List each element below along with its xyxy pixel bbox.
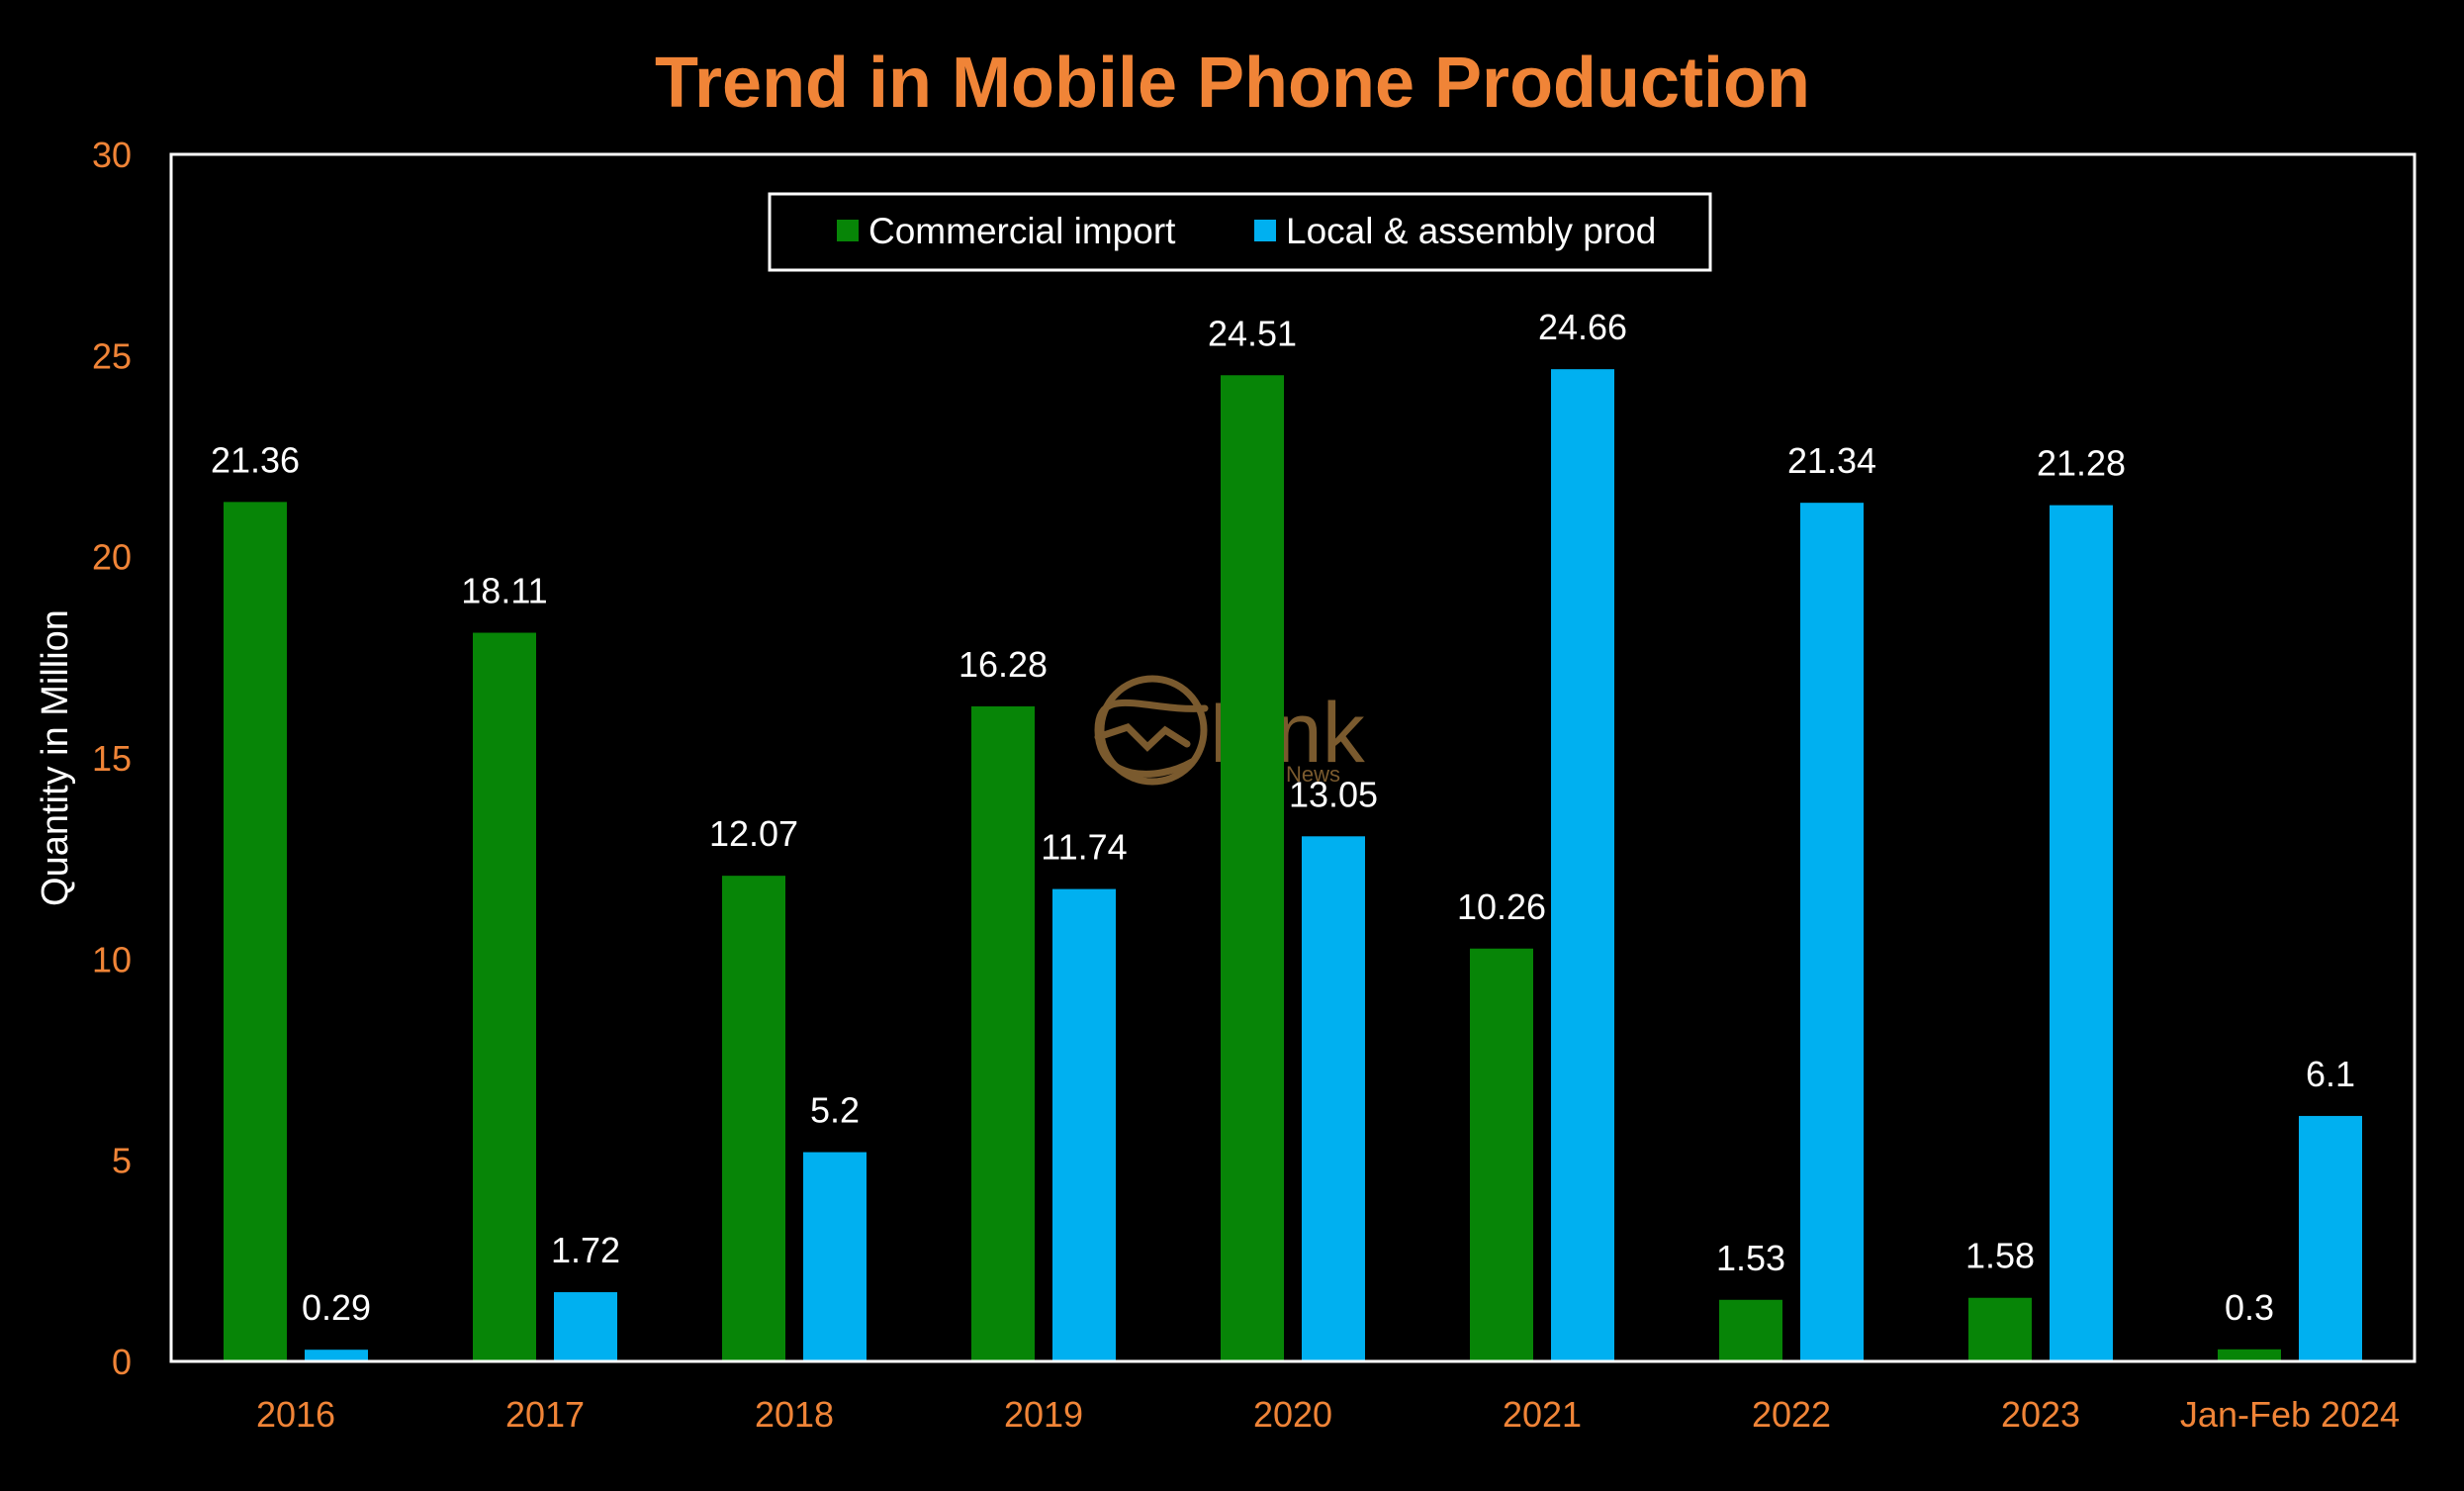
data-label-local-assembly-prod-2022: 21.34 xyxy=(1787,440,1876,481)
data-label-commercial-import-2020: 24.51 xyxy=(1208,313,1297,353)
bar-local-assembly-prod-2019 xyxy=(1052,888,1116,1361)
data-label-commercial-import-2021: 10.26 xyxy=(1457,886,1546,927)
bar-local-assembly-prod-2017 xyxy=(554,1292,617,1361)
bar-local-assembly-prod-2016 xyxy=(305,1350,368,1361)
data-label-local-assembly-prod-2016: 0.29 xyxy=(302,1287,371,1328)
watermark-ring xyxy=(1097,675,1208,786)
watermark-subtext: News xyxy=(1286,762,1340,787)
y-axis-title: Quantity in Million xyxy=(35,609,76,906)
bar-commercial-import-2023 xyxy=(1968,1297,2032,1361)
plot-frame xyxy=(169,152,2417,1363)
data-label-local-assembly-prod-jan-feb-2024: 6.1 xyxy=(2306,1054,2355,1094)
legend-box xyxy=(768,192,1712,272)
data-label-commercial-import-2022: 1.53 xyxy=(1716,1238,1785,1278)
bar-commercial-import-2020 xyxy=(1221,375,1284,1361)
bar-local-assembly-prod-2018 xyxy=(803,1152,867,1361)
bar-commercial-import-2018 xyxy=(722,876,785,1361)
y-tick-label-30: 30 xyxy=(92,135,132,175)
chart-legend: Commercial import Local & assembly prod xyxy=(768,192,1712,272)
data-label-local-assembly-prod-2019: 11.74 xyxy=(1041,827,1127,868)
x-tick-label-2019: 2019 xyxy=(1004,1394,1083,1435)
x-tick-label-2020: 2020 xyxy=(1253,1394,1332,1435)
legend-swatch-commercial-import xyxy=(837,220,859,241)
bar-series-group xyxy=(224,369,2362,1361)
data-label-commercial-import-jan-feb-2024: 0.3 xyxy=(2225,1287,2274,1328)
data-label-local-assembly-prod-2021: 24.66 xyxy=(1538,307,1627,347)
bar-commercial-import-jan-feb-2024 xyxy=(2218,1349,2281,1361)
bar-commercial-import-2016 xyxy=(224,502,287,1361)
bar-local-assembly-prod-2021 xyxy=(1551,369,1614,1361)
bar-local-assembly-prod-jan-feb-2024 xyxy=(2299,1115,2362,1361)
y-tick-label-5: 5 xyxy=(112,1141,132,1181)
data-label-commercial-import-2017: 18.11 xyxy=(461,571,547,611)
x-tick-label-2022: 2022 xyxy=(1752,1394,1831,1435)
legend-label-local-assembly: Local & assembly prod xyxy=(1286,211,1656,251)
y-tick-label-25: 25 xyxy=(92,335,132,376)
data-label-local-assembly-prod-2017: 1.72 xyxy=(551,1230,620,1270)
bar-local-assembly-prod-2023 xyxy=(2050,505,2113,1361)
y-tick-label-15: 15 xyxy=(92,738,132,779)
data-label-local-assembly-prod-2020: 13.05 xyxy=(1289,774,1378,814)
y-tick-label-20: 20 xyxy=(92,537,132,578)
bar-commercial-import-2017 xyxy=(473,632,536,1361)
bar-commercial-import-2021 xyxy=(1470,948,1533,1361)
x-tick-label-jan-feb-2024: Jan-Feb 2024 xyxy=(2180,1394,2400,1435)
data-label-commercial-import-2023: 1.58 xyxy=(1965,1236,2035,1276)
bar-local-assembly-prod-2022 xyxy=(1800,503,1864,1361)
data-label-commercial-import-2019: 16.28 xyxy=(958,644,1048,685)
chart-title: Trend in Mobile Phone Production xyxy=(655,44,1810,123)
x-tick-label-2023: 2023 xyxy=(2001,1394,2080,1435)
x-tick-label-2021: 2021 xyxy=(1503,1394,1582,1435)
bar-commercial-import-2022 xyxy=(1719,1299,1782,1361)
legend-swatch-local-assembly xyxy=(1254,220,1276,241)
data-label-local-assembly-prod-2018: 5.2 xyxy=(810,1090,860,1131)
x-axis-ticks: 2016 2017 2018 2019 2020 2021 2022 2023 Jan-Feb … xyxy=(256,1394,2400,1435)
y-axis-ticks: 0 5 10 15 20 25 30 xyxy=(92,135,132,1382)
data-label-local-assembly-prod-2023: 21.28 xyxy=(2037,443,2126,484)
x-tick-label-2017: 2017 xyxy=(505,1394,585,1435)
data-label-commercial-import-2016: 21.36 xyxy=(211,439,300,480)
bar-commercial-import-2019 xyxy=(971,705,1035,1361)
x-tick-label-2016: 2016 xyxy=(256,1394,335,1435)
x-tick-label-2018: 2018 xyxy=(755,1394,834,1435)
data-labels-group: 21.36 0.29 18.11 1.72 12.07 5.2 16.28 11.74 24.5… xyxy=(211,307,2355,1328)
bar-local-assembly-prod-2020 xyxy=(1302,836,1365,1361)
data-label-commercial-import-2018: 12.07 xyxy=(709,813,798,854)
y-tick-label-10: 10 xyxy=(92,939,132,979)
y-tick-label-0: 0 xyxy=(112,1342,132,1382)
legend-label-commercial-import: Commercial import xyxy=(868,211,1176,251)
